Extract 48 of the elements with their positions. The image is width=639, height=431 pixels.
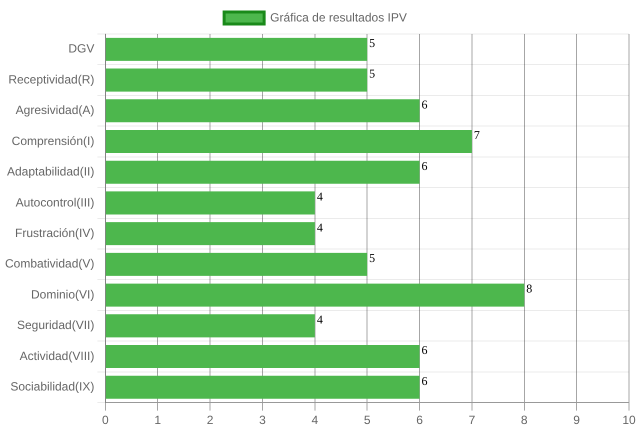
- y-tick-label: Dominio(VI): [31, 287, 94, 302]
- x-tick-label: 1: [154, 413, 162, 428]
- bar: [106, 38, 368, 61]
- bar: [106, 222, 315, 246]
- x-tick-label: 3: [259, 413, 266, 428]
- bar: [106, 130, 472, 154]
- bar: [106, 376, 420, 399]
- bar: [106, 314, 315, 338]
- x-tick-label: 7: [468, 413, 476, 428]
- bar: [106, 68, 368, 92]
- bar: [106, 284, 524, 307]
- data-label: 5: [369, 251, 376, 266]
- y-tick-label: Actividad(VIII): [20, 348, 94, 363]
- data-label: 6: [422, 158, 428, 173]
- data-label: 4: [316, 312, 323, 326]
- y-tick-label: Autocontrol(III): [16, 195, 94, 210]
- y-tick-label: Seguridad(VII): [16, 318, 94, 332]
- data-label: 8: [526, 282, 532, 296]
- bar: [106, 252, 368, 276]
- y-tick-label: Sociabilidad(IX): [10, 380, 94, 394]
- bar: [106, 191, 315, 214]
- data-label: 6: [422, 343, 428, 358]
- bar: [106, 99, 420, 122]
- legend-label: Gráfica de resultados IPV: [270, 10, 407, 24]
- x-tick-label: 4: [311, 413, 318, 428]
- y-tick-label: Adaptabilidad(II): [6, 164, 94, 179]
- x-tick-label: 2: [206, 413, 214, 428]
- bar: [106, 160, 420, 184]
- data-label: 6: [422, 97, 428, 112]
- data-label: 4: [316, 190, 323, 204]
- y-tick-label: DGV: [68, 42, 94, 56]
- data-label: 7: [474, 128, 480, 142]
- data-label: 5: [369, 66, 376, 81]
- data-label: 6: [422, 374, 428, 388]
- data-label: 5: [369, 36, 376, 50]
- y-tick-label: Receptividad(R): [8, 72, 94, 86]
- y-tick-label: Comprensión(I): [12, 134, 94, 148]
- y-tick-label: Frustración(IV): [15, 226, 94, 240]
- x-tick-label: 5: [364, 413, 371, 428]
- y-tick-label: Agresividad(A): [16, 103, 94, 118]
- x-tick-label: 8: [520, 413, 528, 428]
- bar: [106, 345, 420, 368]
- x-tick-label: 10: [622, 413, 636, 428]
- y-tick-label: Combatividad(V): [4, 256, 94, 271]
- x-tick-label: 6: [416, 413, 424, 428]
- x-tick-label: 9: [573, 413, 580, 428]
- data-label: 4: [316, 220, 323, 234]
- x-tick-label: 0: [102, 413, 110, 428]
